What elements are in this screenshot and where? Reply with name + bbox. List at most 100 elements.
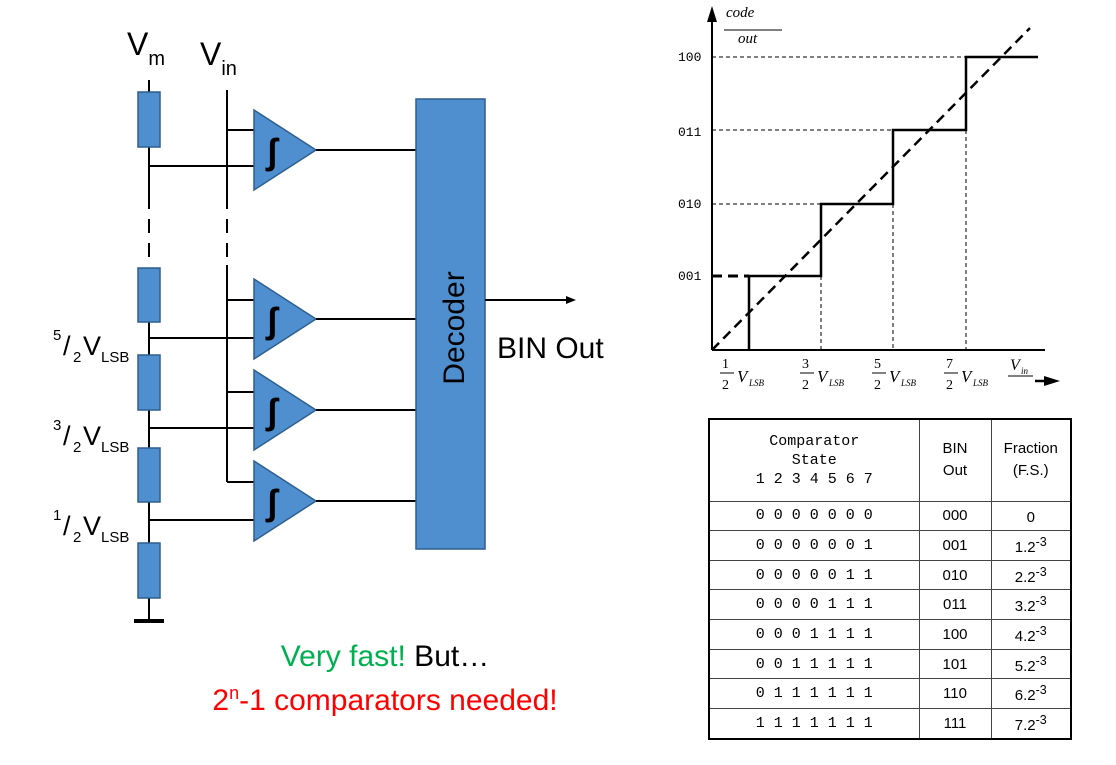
y-tick: 100: [678, 50, 701, 65]
svg-text:2: 2: [722, 378, 729, 393]
decoder-label: Decoder: [438, 271, 471, 384]
ref-label-3-2: 3 / 2 V LSB: [53, 417, 129, 456]
x-axis-label: V in: [1008, 357, 1033, 377]
caption-exponent: n: [229, 683, 240, 703]
header-fraction: Fraction (F.S.): [990, 418, 1072, 502]
svg-text:3: 3: [53, 417, 61, 434]
bin-out-label: BIN Out: [497, 332, 604, 365]
x-tick-5: 5 2 V LSB: [872, 357, 917, 393]
resistor-r5: [137, 542, 161, 599]
svg-text:3: 3: [802, 357, 809, 372]
decoder-block: [415, 98, 486, 550]
svg-text:LSB: LSB: [101, 349, 129, 366]
svg-text:2: 2: [946, 378, 953, 393]
svg-text:1: 1: [53, 507, 61, 524]
hysteresis-icon: ʃ: [265, 300, 280, 341]
svg-text:V: V: [889, 367, 902, 386]
caption-base: 2: [212, 684, 230, 717]
caption-line-2: 2n-1 comparators needed!: [140, 683, 630, 718]
svg-text:V: V: [83, 421, 101, 451]
hysteresis-icon: ʃ: [265, 391, 280, 432]
header-state: Comparator State 1 2 3 4 5 6 7: [708, 418, 920, 502]
transfer-graph: code out 100 011 010 001 1 2 V LSB: [678, 5, 1060, 393]
caption-line-1: Very fast! But…: [205, 640, 565, 674]
arrow-right-icon: [566, 296, 576, 304]
svg-text:2: 2: [73, 529, 81, 546]
caption-but: But…: [405, 640, 490, 673]
comparators: ʃ ʃ ʃ ʃ: [253, 108, 318, 543]
x-tick-1: 1 2 V LSB: [720, 357, 765, 393]
svg-text:LSB: LSB: [828, 378, 845, 388]
staircase-line: [747, 55, 1038, 350]
svg-text:2: 2: [874, 378, 881, 393]
svg-text:LSB: LSB: [900, 378, 917, 388]
caption-rest: -1 comparators needed!: [239, 684, 558, 717]
arrow-up-icon: [707, 6, 717, 22]
vin-label: Vin: [200, 36, 237, 80]
caption-fast: Very fast!: [280, 640, 406, 673]
hysteresis-icon: ʃ: [265, 131, 280, 172]
table-row: 0 0 0 0 0 1 1 010 2.2-3: [708, 559, 1072, 591]
resistor-r3: [137, 354, 161, 411]
svg-text:V: V: [737, 367, 750, 386]
table-row: 0 1 1 1 1 1 1 110 6.2-3: [708, 678, 1072, 710]
table-row: 0 0 0 0 0 0 0 000 0: [708, 500, 1072, 532]
x-tick-3: 3 2 V LSB: [800, 357, 845, 393]
vm-label: Vm: [127, 26, 165, 70]
x-tick-7: 7 2 V LSB: [944, 357, 989, 393]
y-axis-label-code: code: [726, 5, 755, 21]
table-header-row: Comparator State 1 2 3 4 5 6 7 BIN Out F…: [708, 418, 1072, 502]
table-row: 1 1 1 1 1 1 1 111 7.2-3: [708, 708, 1072, 740]
svg-text:1: 1: [722, 357, 729, 372]
guide-lines: [712, 56, 967, 350]
svg-text:LSB: LSB: [972, 378, 989, 388]
y-axis-label-out: out: [738, 31, 758, 47]
comparator-4: ʃ: [253, 459, 318, 543]
comparator-1: ʃ: [253, 108, 318, 192]
ref-label-1-2: 1 / 2 V LSB: [53, 507, 129, 546]
resistor-r1: [137, 91, 161, 148]
y-tick: 011: [678, 125, 702, 140]
svg-text:V: V: [83, 511, 101, 541]
reference-taps: [149, 165, 254, 521]
svg-text:LSB: LSB: [748, 378, 765, 388]
svg-text:V: V: [817, 367, 830, 386]
table-row: 0 0 1 1 1 1 1 101 5.2-3: [708, 648, 1072, 680]
svg-text:2: 2: [802, 378, 809, 393]
header-bin: BIN Out: [918, 418, 992, 502]
y-tick: 001: [678, 269, 702, 284]
vin-bus: [226, 90, 254, 483]
table-row: 0 0 0 0 0 0 1 001 1.2-3: [708, 530, 1072, 561]
ref-label-5-2: 5 / 2 V LSB: [53, 327, 129, 366]
resistors: [137, 91, 161, 599]
svg-text:in: in: [1021, 366, 1029, 376]
y-tick: 010: [678, 197, 701, 212]
resistor-r2: [137, 267, 161, 323]
svg-text:2: 2: [73, 349, 81, 366]
comparator-3: ʃ: [253, 368, 318, 452]
svg-text:V: V: [961, 367, 974, 386]
resistor-ladder: [134, 80, 164, 623]
svg-text:LSB: LSB: [101, 529, 129, 546]
arrow-right-icon: [1044, 376, 1060, 386]
svg-text:5: 5: [53, 327, 61, 344]
hysteresis-icon: ʃ: [265, 482, 280, 523]
table-row: 0 0 0 1 1 1 1 100 4.2-3: [708, 619, 1072, 650]
svg-text:V: V: [1010, 357, 1022, 374]
svg-text:V: V: [83, 331, 101, 361]
svg-text:2: 2: [73, 439, 81, 456]
svg-text:LSB: LSB: [101, 439, 129, 456]
svg-text:/: /: [63, 331, 71, 361]
svg-text:/: /: [63, 421, 71, 451]
svg-text:7: 7: [946, 357, 953, 372]
comparator-outputs: [316, 149, 416, 502]
resistor-r4: [137, 447, 161, 503]
truth-table: Comparator State 1 2 3 4 5 6 7 BIN Out F…: [708, 418, 1072, 740]
table-row: 0 0 0 0 1 1 1 011 3.2-3: [708, 589, 1072, 621]
ideal-line: [711, 27, 1031, 351]
svg-text:/: /: [63, 511, 71, 541]
svg-text:5: 5: [874, 357, 881, 372]
comparator-2: ʃ: [253, 277, 318, 361]
